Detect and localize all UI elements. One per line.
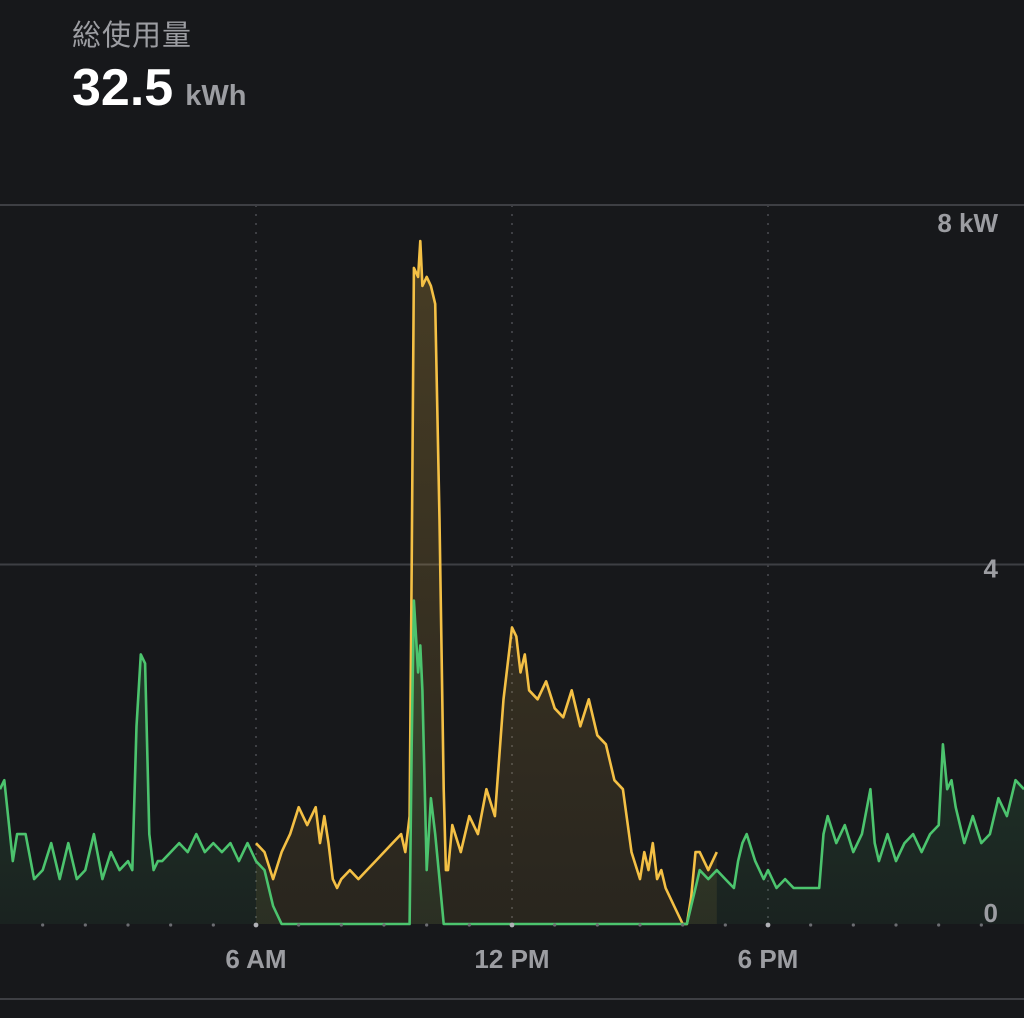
total-usage: 32.5 kWh [72,58,246,118]
minor-tick-dot [851,923,855,927]
usage-title: 総使用量 [72,18,193,52]
minor-tick-dot [126,923,130,927]
minor-tick-dot [809,923,813,927]
minor-tick-dot [979,923,983,927]
major-tick-dot [253,922,259,928]
y-tick-label: 0 [984,898,998,928]
minor-tick-dot [467,923,471,927]
series-line-1 [255,239,718,926]
minor-tick-dot [211,923,215,927]
x-tick-label: 6 AM [225,944,286,974]
x-tick-label: 6 PM [738,944,799,974]
minor-tick-dot [169,923,173,927]
major-tick-dot [509,922,515,928]
minor-tick-dot [937,923,941,927]
minor-tick-dot [83,923,87,927]
minor-tick-dot [297,923,301,927]
minor-tick-dot [41,923,45,927]
series-layer [0,239,1024,926]
minor-tick-dot [382,923,386,927]
minor-tick-dot [638,923,642,927]
total-usage-unit: kWh [185,80,247,112]
grid-layer [0,204,1024,1000]
minor-tick-dot [894,923,898,927]
series-line-0 [0,599,1024,926]
total-usage-value: 32.5 [72,59,174,117]
minor-tick-dot [425,923,429,927]
minor-tick-dot [339,923,343,927]
minor-tick-dot [681,923,685,927]
label-layer: 8 kW 4 0 6 AM 12 PM 6 PM [41,208,999,974]
minor-tick-dot [723,923,727,927]
major-tick-dot [765,922,771,928]
y-tick-label: 8 kW [937,208,998,238]
x-tick-label: 12 PM [474,944,549,974]
series-area-0 [0,600,1024,924]
minor-tick-dot [595,923,599,927]
minor-tick-dot [553,923,557,927]
series-area-1 [256,241,717,924]
y-tick-label: 4 [984,554,999,584]
